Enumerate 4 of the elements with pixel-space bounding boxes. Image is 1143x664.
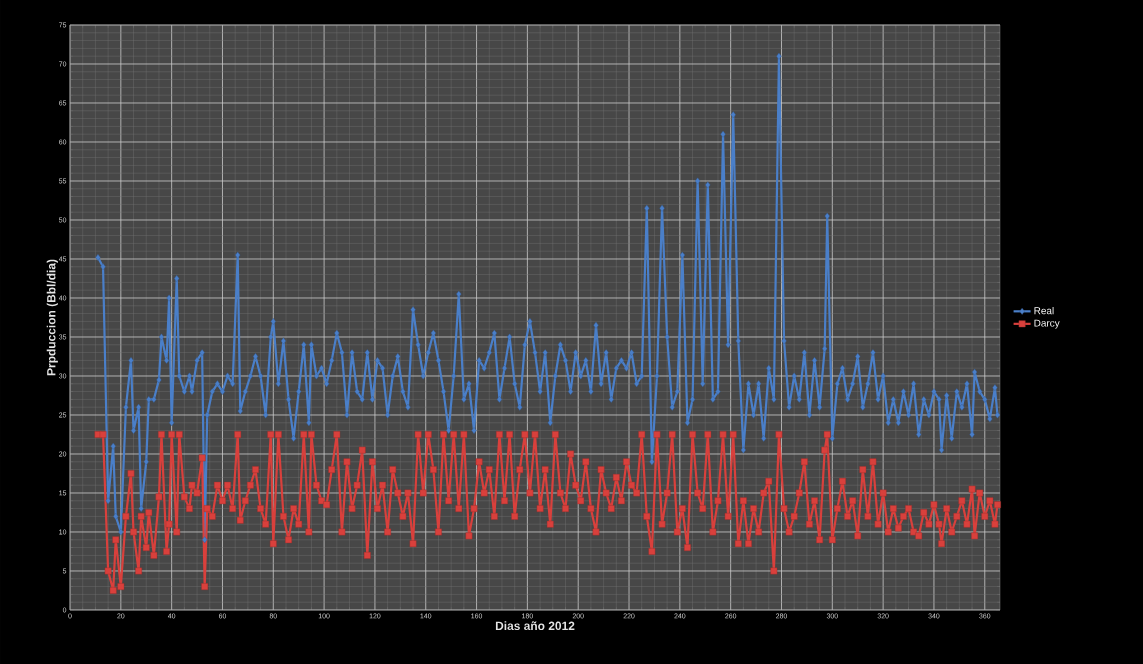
legend-label: Darcy — [1034, 319, 1060, 329]
legend-label: Real — [1034, 306, 1054, 315]
x-axis-title: Dias año 2012 — [495, 621, 575, 631]
y-axis-title: Prpduccion (Bbl/dia) — [46, 259, 58, 376]
